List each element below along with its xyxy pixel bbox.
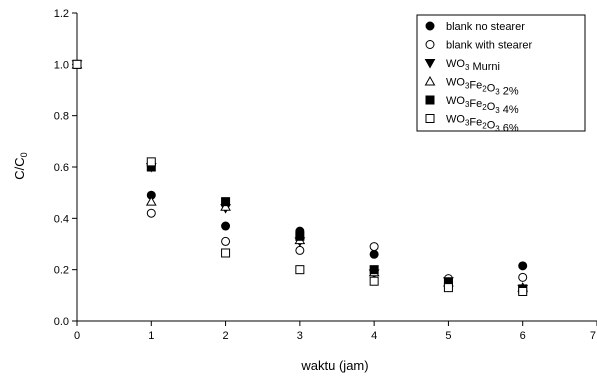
tick-marks: 0 1 2 3 4 5 6 7 0.0 0.2 0.4 0.6 0.8 1.0 1.2 [54, 8, 597, 342]
data-point [221, 221, 231, 231]
data-point [295, 245, 305, 255]
data-point [295, 231, 305, 241]
y-tick-label: 0.0 [54, 316, 69, 328]
x-tick-label: 5 [445, 330, 451, 342]
legend-item: WO3 Murni [424, 58, 500, 73]
data-point [369, 249, 379, 259]
legend-label: WO3Fe2O3 6% [446, 114, 519, 135]
legend-label: WO3Fe2O3 2% [446, 77, 519, 98]
legend-label: WO3Fe2O3 4% [446, 95, 519, 116]
y-tick-label: 0.6 [54, 162, 69, 174]
data-point [220, 201, 231, 211]
data-point [146, 157, 156, 167]
y-tick-label: 1.0 [54, 59, 69, 71]
data-point [369, 242, 379, 252]
data-point [518, 286, 528, 296]
data-point [518, 272, 528, 282]
legend-marker [424, 75, 436, 86]
data-point [295, 265, 305, 275]
legend-box [416, 14, 586, 132]
data-point [443, 283, 453, 293]
legend-item: blank with stearer [425, 40, 533, 52]
series-6 [72, 59, 528, 296]
data-points [71, 58, 529, 296]
y-tick-label: 1.2 [54, 8, 69, 20]
legend-marker [425, 114, 435, 123]
x-tick-label: 7 [590, 330, 596, 342]
y-axis-title-subscript: 0 [19, 152, 29, 157]
legend: blank no stearer blank with stearer WO3 Mu… [416, 14, 586, 135]
y-tick-label: 0.8 [54, 111, 69, 123]
x-tick-label: 1 [148, 330, 154, 342]
legend-item: WO3Fe2O3 2% [424, 75, 519, 98]
legend-marker [425, 95, 435, 105]
legend-marker [425, 40, 435, 49]
data-point [221, 197, 231, 207]
y-axis-title: C/C0 [12, 152, 29, 179]
data-point [221, 248, 231, 258]
legend-label: blank with stearer [446, 40, 533, 52]
x-tick-label: 4 [371, 330, 377, 342]
legend-item: WO3Fe2O3 4% [425, 95, 519, 116]
data-point [72, 59, 82, 69]
legend-marker [425, 21, 435, 31]
legend-item: WO3Fe2O3 6% [425, 114, 519, 135]
x-tick-label: 6 [520, 330, 526, 342]
x-axis-title: waktu (jam) [300, 358, 368, 373]
data-point [369, 265, 379, 275]
y-tick-label: 0.2 [54, 265, 69, 277]
legend-label: WO3 Murni [446, 58, 500, 73]
legend-label: blank no stearer [446, 21, 525, 33]
x-tick-label: 0 [74, 330, 80, 342]
legend-item: blank no stearer [425, 21, 525, 33]
data-point [369, 276, 379, 286]
legend-marker [424, 59, 436, 69]
data-point [221, 236, 231, 246]
data-point [146, 208, 156, 218]
data-point [145, 196, 157, 206]
x-tick-label: 3 [297, 330, 303, 342]
x-tick-label: 2 [223, 330, 229, 342]
data-point [518, 261, 528, 271]
y-tick-label: 0.4 [54, 213, 69, 225]
y-axis-title-main: C/C [12, 157, 27, 179]
